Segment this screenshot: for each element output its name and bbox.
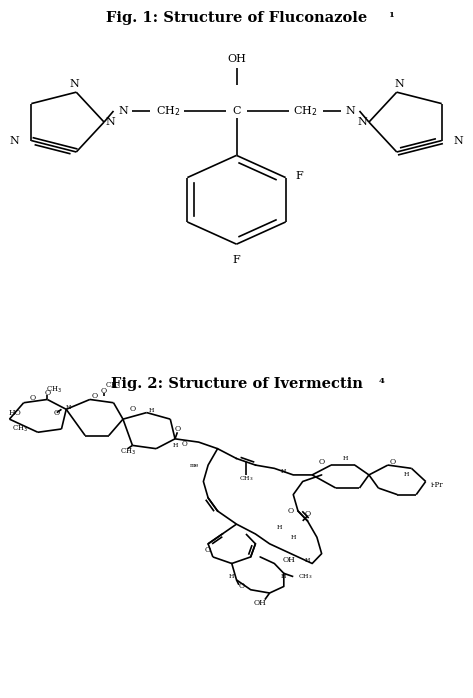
Text: F: F xyxy=(295,171,303,181)
Text: O: O xyxy=(205,547,211,554)
Text: Fig. 1: Structure of Fluconazole: Fig. 1: Structure of Fluconazole xyxy=(106,11,367,25)
Text: N: N xyxy=(358,117,368,127)
Text: O: O xyxy=(175,425,180,433)
Text: HO: HO xyxy=(9,408,21,417)
Text: CH$_2$: CH$_2$ xyxy=(156,104,180,118)
Text: N: N xyxy=(454,135,463,146)
Text: CH$_3$: CH$_3$ xyxy=(239,474,253,482)
Text: H: H xyxy=(149,408,154,413)
Text: O: O xyxy=(30,394,36,402)
Text: CH$_3$: CH$_3$ xyxy=(46,385,62,395)
Text: H: H xyxy=(342,456,348,461)
Text: O: O xyxy=(390,458,395,466)
Text: N: N xyxy=(394,79,404,89)
Text: H: H xyxy=(290,535,296,540)
Text: OH: OH xyxy=(227,54,246,64)
Text: O: O xyxy=(288,507,294,515)
Text: N: N xyxy=(345,106,355,116)
Text: O: O xyxy=(54,408,60,417)
Text: H: H xyxy=(276,525,282,530)
Text: N: N xyxy=(10,135,19,146)
Text: H: H xyxy=(404,473,410,477)
Text: OH: OH xyxy=(254,599,266,607)
Text: H: H xyxy=(172,443,178,448)
Text: me: me xyxy=(189,463,199,468)
Text: CH$_3$: CH$_3$ xyxy=(120,447,136,457)
Text: O: O xyxy=(92,392,97,400)
Text: CH$_3$: CH$_3$ xyxy=(12,424,28,434)
Text: i-Pr: i-Pr xyxy=(430,481,443,489)
Text: O: O xyxy=(182,440,187,447)
Text: N: N xyxy=(105,117,115,127)
Text: N: N xyxy=(69,79,79,89)
Text: H: H xyxy=(66,405,71,410)
Text: H: H xyxy=(229,574,235,579)
Text: CH$_3$: CH$_3$ xyxy=(105,381,122,392)
Text: O: O xyxy=(319,458,324,466)
Text: 4: 4 xyxy=(378,376,384,385)
Text: CH$_2$: CH$_2$ xyxy=(293,104,317,118)
Text: O: O xyxy=(44,389,50,397)
Text: H: H xyxy=(305,558,310,563)
Text: C: C xyxy=(232,106,241,116)
Text: OH: OH xyxy=(282,556,295,564)
Text: F: F xyxy=(233,255,240,265)
Text: O: O xyxy=(101,387,107,395)
Text: O: O xyxy=(130,406,135,413)
Text: O: O xyxy=(238,582,244,591)
Text: O: O xyxy=(305,510,310,519)
Text: H: H xyxy=(281,574,287,579)
Text: H: H xyxy=(281,469,287,474)
Text: Fig. 2: Structure of Ivermectin: Fig. 2: Structure of Ivermectin xyxy=(111,376,362,390)
Text: CH$_3$: CH$_3$ xyxy=(298,572,313,581)
Text: 1: 1 xyxy=(388,11,394,19)
Text: N: N xyxy=(118,106,128,116)
